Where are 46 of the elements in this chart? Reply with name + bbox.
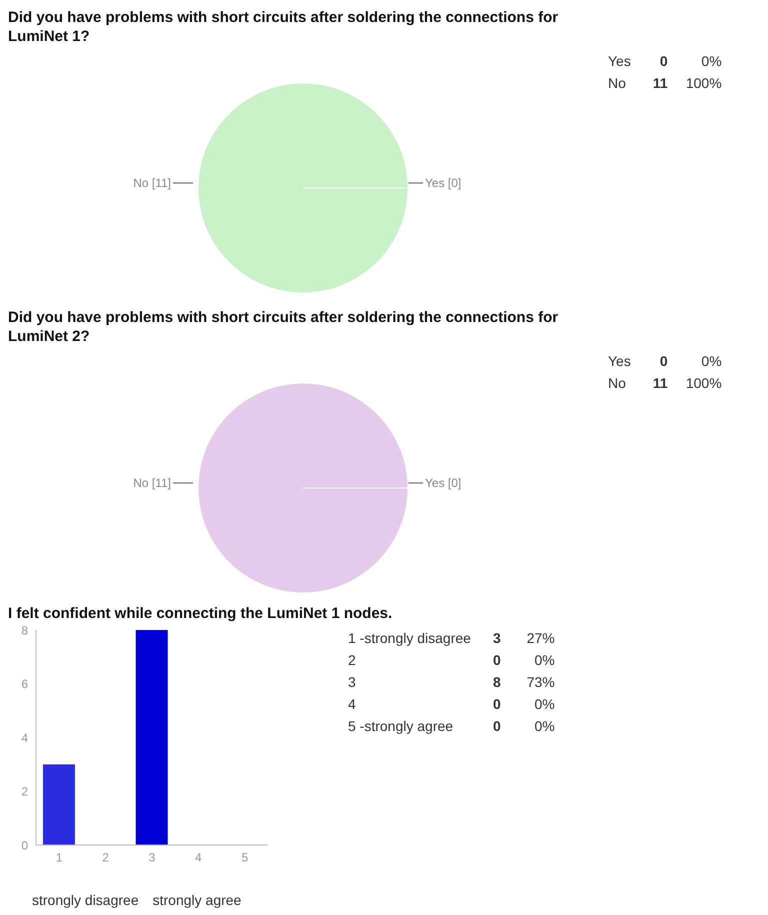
text: 5 -strongly agree [348, 717, 454, 736]
chart-title: Did you have problems with short circuits after soldering the connections for LumiNet 1? [8, 8, 560, 46]
slice-label: No [11] [133, 176, 171, 190]
text: 0% [700, 352, 722, 371]
y-tick-label: 8 [21, 623, 28, 638]
legend-label: Yes [0] [425, 476, 462, 490]
text: 100% [684, 74, 722, 93]
text: strongly agree [152, 892, 242, 908]
text: No [608, 374, 627, 393]
text: 100% [684, 374, 722, 393]
text: 0% [534, 717, 555, 736]
text: 4 [348, 695, 357, 714]
text: 0 [492, 651, 502, 670]
text: 0% [700, 52, 722, 71]
x-tick-label: 5 [241, 850, 248, 865]
x-tick-label: 2 [102, 850, 110, 865]
text: 3 [348, 673, 357, 692]
text: 2 [348, 651, 357, 670]
y-tick-label: 4 [21, 730, 28, 745]
text: 8 [492, 673, 502, 692]
text: 1 -strongly disagree [348, 629, 472, 648]
x-tick-label: 4 [195, 850, 202, 865]
y-tick-label: 2 [21, 784, 28, 799]
chart-title: I felt confident while connecting the LumiNet 1 nodes. [8, 605, 392, 622]
text: No [608, 74, 627, 93]
text: 27% [526, 629, 555, 648]
text: Yes [608, 52, 632, 71]
text: 11 [652, 374, 669, 393]
text: 73% [526, 673, 555, 692]
chart-title: Did you have problems with short circuits after soldering the connections for LumiNet 2? [8, 308, 560, 346]
text: Yes [608, 352, 632, 371]
text: 11 [652, 74, 669, 93]
text: strongly disagree [32, 892, 139, 908]
text: 0 [658, 352, 669, 371]
text: 0 [492, 717, 502, 736]
y-tick-label: 0 [21, 838, 28, 852]
legend-label: Yes [0] [425, 176, 462, 190]
text: 0% [534, 695, 555, 714]
text: 0 [658, 52, 669, 71]
x-tick-label: 1 [56, 850, 63, 865]
text: 0% [534, 651, 555, 670]
x-tick-label: 3 [148, 850, 156, 865]
slice-label: No [11] [133, 476, 171, 490]
y-tick-label: 6 [21, 677, 28, 692]
text: 3 [492, 629, 502, 648]
text: 0 [492, 695, 502, 714]
